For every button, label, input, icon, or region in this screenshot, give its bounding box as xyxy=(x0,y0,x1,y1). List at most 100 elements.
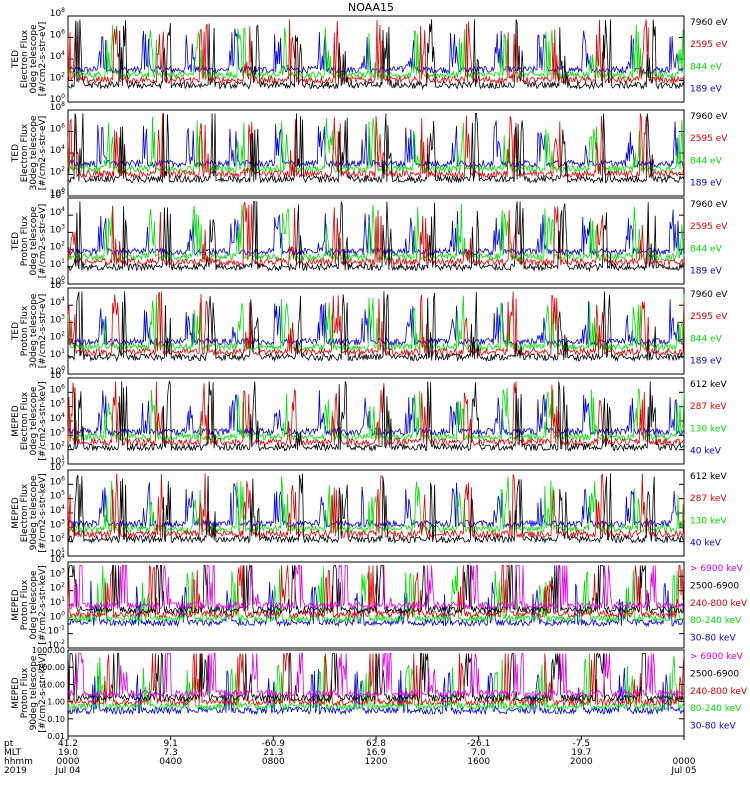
y-axis-label: MEPEDProton Flux0deg telescope[#/cm2-s-s… xyxy=(11,565,48,644)
legend-entry: 189 eV xyxy=(690,179,723,189)
y-tick-label: 100 xyxy=(50,93,65,105)
y-axis-label: TEDProton Flux30deg telescope[#/cm2-s-st… xyxy=(11,293,48,368)
y-tick-label: 104 xyxy=(50,206,65,218)
x-tick-label: 16.9 xyxy=(366,748,386,758)
y-tick-label: 103 xyxy=(50,518,65,530)
y-tick-label: 102 xyxy=(50,331,65,343)
y-tick-label: 100 xyxy=(50,610,65,622)
y-tick-label: 105 xyxy=(50,490,65,502)
legend-entry: 612 keV xyxy=(690,472,727,482)
x-tick-label: 0000 xyxy=(57,757,80,767)
legend-entry: 287 keV xyxy=(690,402,727,412)
x-tick-label: 21.3 xyxy=(263,748,283,758)
y-tick-label: 107 xyxy=(50,369,65,381)
time-row-label: 2019 xyxy=(4,766,27,776)
time-row-label: pt xyxy=(4,739,14,749)
y-tick-label: 105 xyxy=(50,398,65,410)
y-tick-label: 103 xyxy=(50,426,65,438)
series-line xyxy=(67,201,685,267)
legend-entry: 130 keV xyxy=(690,516,727,526)
series-line xyxy=(67,652,684,703)
y-axis-label: TEDProton Flux0deg telescope[#/cm2-s-str… xyxy=(11,204,48,279)
y-tick-label: 108 xyxy=(50,7,65,19)
y-tick-label: 1000.00 xyxy=(32,646,65,655)
legend-entry: 7960 eV xyxy=(690,200,728,210)
legend-entry: 40 keV xyxy=(690,447,722,457)
y-tick-label: 0.10 xyxy=(47,715,65,724)
x-tick-label: -7.5 xyxy=(573,739,591,749)
y-tick-label: 10-1 xyxy=(48,625,66,637)
series-line xyxy=(67,652,685,699)
x-tick-label: -60.9 xyxy=(262,739,286,749)
y-tick-label: 101 xyxy=(50,258,65,270)
y-tick-label: 101 xyxy=(50,455,65,467)
y-tick-label: 102 xyxy=(50,441,65,453)
y-tick-label: 103 xyxy=(50,223,65,235)
time-row-label: MLT xyxy=(4,748,22,758)
y-tick-label: 102 xyxy=(50,582,65,594)
x-tick-label: -26.1 xyxy=(467,739,490,749)
y-tick-label: 100 xyxy=(50,365,65,377)
y-tick-label: 1.00 xyxy=(47,698,65,707)
x-tick-label: 7.3 xyxy=(164,748,178,758)
panel-frame xyxy=(67,197,685,285)
y-tick-label: 105 xyxy=(50,279,65,291)
legend-entry: 80-240 keV xyxy=(690,616,742,626)
series-line xyxy=(67,565,685,624)
legend-entry: 240-800 keV xyxy=(690,687,748,697)
legend-entry: 844 eV xyxy=(690,62,723,72)
legend-entry: 2595 eV xyxy=(690,40,728,50)
panel-frame xyxy=(67,287,685,375)
y-tick-label: 10.00 xyxy=(42,680,65,689)
series-line xyxy=(67,473,685,544)
x-tick-label: 19.7 xyxy=(571,748,591,758)
legend-entry: 40 keV xyxy=(690,539,722,549)
x-tick-label: 9.1 xyxy=(164,739,178,749)
legend-entry: 30-80 keV xyxy=(690,722,736,732)
y-tick-label: 104 xyxy=(50,144,65,156)
legend-entry: 189 eV xyxy=(690,357,723,367)
y-tick-label: 106 xyxy=(50,383,65,395)
series-line xyxy=(67,200,685,272)
y-tick-label: 10-2 xyxy=(48,639,66,651)
x-tick-label: 62.8 xyxy=(366,739,386,749)
y-tick-label: 106 xyxy=(50,29,65,41)
legend-entry: 2595 eV xyxy=(690,134,728,144)
legend-entry: 287 keV xyxy=(690,494,727,504)
x-tick-label: 1600 xyxy=(467,757,490,767)
x-tick-label: 0000 xyxy=(673,757,696,767)
y-axis-label: MEPEDProton Flux90deg telescope[#/cm2-s-… xyxy=(11,653,48,732)
x-tick-label: 1200 xyxy=(365,757,388,767)
series-line xyxy=(67,291,685,357)
legend-entry: 7960 eV xyxy=(690,112,728,122)
y-tick-label: 100 xyxy=(50,275,65,287)
y-axis-label: TEDElectron Flux0deg telescope[#/cm2-s-s… xyxy=(11,22,48,97)
y-tick-label: 103 xyxy=(50,567,65,579)
y-tick-label: 104 xyxy=(50,296,65,308)
legend-entry: 7960 eV xyxy=(690,18,728,28)
x-tick-label: 19.0 xyxy=(58,748,78,758)
series-line xyxy=(67,19,685,90)
x-tick-label: 0800 xyxy=(262,757,285,767)
legend-entry: 844 eV xyxy=(690,156,723,166)
series-line xyxy=(67,387,685,442)
legend-entry: 844 eV xyxy=(690,334,723,344)
series-line xyxy=(67,564,685,615)
legend-entry: 2595 eV xyxy=(690,312,728,322)
legend-entry: 189 eV xyxy=(690,267,723,277)
chart-title: NOAA15 xyxy=(348,1,394,14)
y-tick-label: 101 xyxy=(50,348,65,360)
y-tick-label: 108 xyxy=(50,101,65,113)
series-line xyxy=(67,291,685,363)
series-line xyxy=(67,204,685,262)
series-line xyxy=(67,564,685,611)
x-tick-label: 2000 xyxy=(570,757,593,767)
legend-entry: 80-240 keV xyxy=(690,704,742,714)
series-line xyxy=(67,564,685,619)
